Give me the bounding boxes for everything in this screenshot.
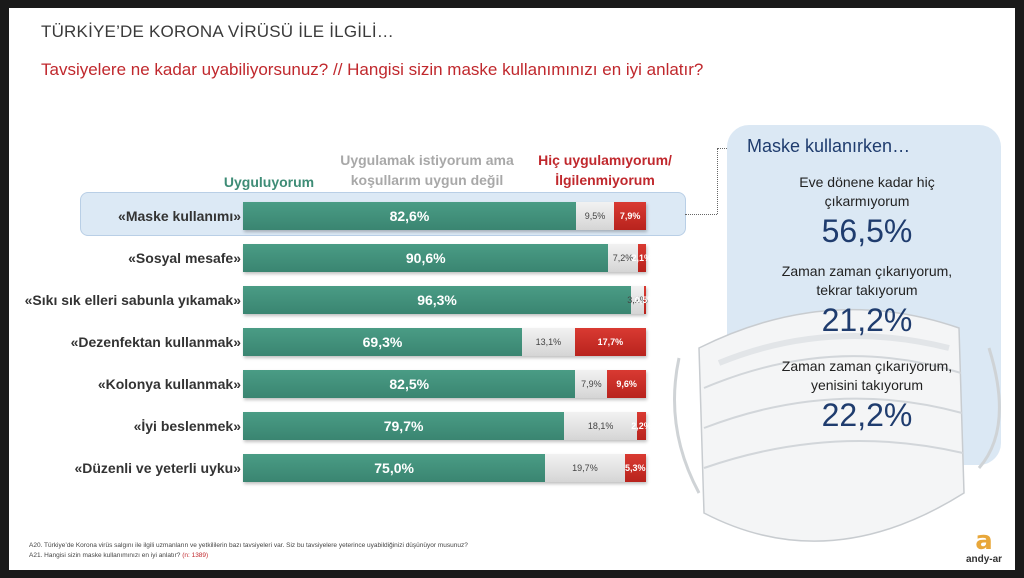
legend-gray: Uygulamak istiyorum ama koşullarım uygun… xyxy=(327,150,527,190)
chart-row: «Sosyal mesafe» 90,6% 7,2% 2,1% xyxy=(9,242,709,274)
panel-item-1-value: 56,5% xyxy=(821,213,913,249)
bar-segment: 79,7% xyxy=(243,412,565,440)
page-title: TÜRKİYE’DE KORONA VİRÜSÜ İLE İLGİLİ… xyxy=(41,22,394,41)
footnote-a20: A20. Türkiye’de Korona virüs salgını ile… xyxy=(29,542,468,549)
data-label: 90,6% xyxy=(405,250,446,266)
data-label: 5,3% xyxy=(625,463,646,473)
data-label: 82,5% xyxy=(389,376,430,392)
data-label: 7,9% xyxy=(581,379,602,389)
stacked-bar: 96,3% 3,2% 0,5% xyxy=(243,286,655,314)
bar-segment: 5,3% xyxy=(624,454,646,482)
panel-item-1-line1: Eve dönene kadar hiç xyxy=(799,174,935,190)
stacked-bar: 82,5% 7,9% 9,6% xyxy=(243,370,646,398)
data-label: 96,3% xyxy=(417,292,457,308)
bar-segment: 13,1% xyxy=(521,328,575,356)
data-label: 9,5% xyxy=(584,211,606,221)
panel-item-1: Eve dönene kadar hiç çıkarmıyorum 56,5% xyxy=(739,173,995,251)
connector-line xyxy=(685,214,717,215)
logo-text: andy-ar xyxy=(965,554,1003,565)
panel-item-3-line1: Zaman zaman çıkarıyorum, xyxy=(781,358,953,374)
panel-item-2-line1: Zaman zaman çıkarıyorum, xyxy=(781,263,953,279)
category-label: «Sosyal mesafe» xyxy=(128,250,241,266)
bar-segment: 19,7% xyxy=(545,454,625,482)
slide: TÜRKİYE’DE KORONA VİRÜSÜ İLE İLGİLİ… Tav… xyxy=(9,8,1015,570)
data-label: 82,6% xyxy=(389,208,430,224)
panel-item-2: Zaman zaman çıkarıyorum, tekrar takıyoru… xyxy=(739,262,995,340)
category-label: «Sıkı sık elleri sabunla yıkamak» xyxy=(24,292,241,308)
category-label: «Düzenli ve yeterli uyku» xyxy=(74,460,241,476)
legend-red-line1: Hiç uygulamıyorum/ xyxy=(538,152,672,168)
bar-segment: 0,5% xyxy=(635,286,655,314)
panel-title: Maske kullanırken… xyxy=(747,136,911,156)
connector-line-vertical xyxy=(717,148,718,214)
page-subtitle: Tavsiyelere ne kadar uyabiliyorsunuz? //… xyxy=(41,60,704,79)
data-label: 0,5% xyxy=(634,295,656,305)
bar-segment: 18,1% xyxy=(564,412,638,440)
data-label: 2,2% xyxy=(631,421,652,431)
bar-segment: 69,3% xyxy=(243,328,522,356)
stacked-bar: 90,6% 7,2% 2,1% xyxy=(243,244,652,272)
bar-segment: 82,6% xyxy=(243,202,576,230)
data-label: 9,6% xyxy=(616,379,637,389)
connector-line-top xyxy=(717,148,733,149)
panel-item-3: Zaman zaman çıkarıyorum, yenisini takıyo… xyxy=(739,357,995,435)
bar-segment: 7,2% xyxy=(608,244,638,272)
legend-gray-line2: koşullarım uygun değil xyxy=(350,172,504,188)
chart-row: «Maske kullanımı» 82,6% 9,5% 7,9% xyxy=(9,200,709,232)
category-label: «Maske kullanımı» xyxy=(118,208,241,224)
data-label: 19,7% xyxy=(572,463,598,473)
stacked-bar: 69,3% 13,1% 17,7% xyxy=(243,328,646,356)
category-label: «Dezenfektan kullanmak» xyxy=(70,334,241,350)
bar-segment: 2,1% xyxy=(631,244,652,272)
chart-row: «Düzenli ve yeterli uyku» 75,0% 19,7% 5,3% xyxy=(9,452,709,484)
panel-item-2-line2: tekrar takıyorum xyxy=(816,282,918,298)
data-label: 7,2% xyxy=(612,253,634,263)
bar-segment: 90,6% xyxy=(243,244,609,272)
footnote-sample-size: (n: 1389) xyxy=(182,552,209,559)
legend-green: Uyguluyorum xyxy=(209,172,329,192)
data-label: 79,7% xyxy=(383,418,424,434)
data-label: 3,2% xyxy=(627,295,648,305)
face-mask-icon xyxy=(673,308,1001,542)
bar-segment: 17,7% xyxy=(574,328,646,356)
chart-row: «Dezenfektan kullanmak» 69,3% 13,1% 17,7% xyxy=(9,326,709,358)
legend-gray-line1: Uygulamak istiyorum ama xyxy=(340,152,514,168)
chart-row: «Sıkı sık elleri sabunla yıkamak» 96,3% 3,… xyxy=(9,284,709,316)
logo-mark: a xyxy=(975,526,993,556)
stacked-bar: 75,0% 19,7% 5,3% xyxy=(243,454,646,482)
category-label: «Kolonya kullanmak» xyxy=(97,376,241,392)
bar-segment: 3,2% xyxy=(627,286,648,314)
data-label: 18,1% xyxy=(587,421,614,431)
bar-segment: 9,6% xyxy=(607,370,646,398)
data-label: 7,9% xyxy=(619,211,641,221)
data-label: 2,1% xyxy=(631,253,652,263)
chart-row: «İyi beslenmek» 79,7% 18,1% 2,2% xyxy=(9,410,709,442)
data-label: 13,1% xyxy=(535,337,562,347)
panel-item-2-value: 21,2% xyxy=(821,302,913,338)
panel-item-1-line2: çıkarmıyorum xyxy=(824,193,910,209)
legend-red-line2: İlgilenmiyorum xyxy=(555,172,655,188)
bar-segment: 96,3% xyxy=(243,286,632,314)
footnote-a21: A21. Hangisi sizin maske kullanımınızı e… xyxy=(29,552,208,559)
stacked-bar: 79,7% 18,1% 2,2% xyxy=(243,412,652,440)
legend-red: Hiç uygulamıyorum/ İlgilenmiyorum xyxy=(525,150,685,190)
bar-segment: 2,2% xyxy=(631,412,652,440)
data-label: 69,3% xyxy=(362,334,403,350)
company-logo: a andy-ar xyxy=(964,528,1004,565)
footnote-a21-text: A21. Hangisi sizin maske kullanımınızı e… xyxy=(29,552,181,559)
bar-segment: 7,9% xyxy=(614,202,646,230)
category-label: «İyi beslenmek» xyxy=(133,418,241,434)
panel-item-3-line2: yenisini takıyorum xyxy=(810,377,924,393)
stacked-bar: 82,6% 9,5% 7,9% xyxy=(243,202,646,230)
data-label: 17,7% xyxy=(597,337,624,347)
bar-segment: 7,9% xyxy=(575,370,608,398)
chart-row: «Kolonya kullanmak» 82,5% 7,9% 9,6% xyxy=(9,368,709,400)
bar-segment: 82,5% xyxy=(243,370,576,398)
legend-green-label: Uyguluyorum xyxy=(223,174,315,190)
bar-segment: 75,0% xyxy=(243,454,546,482)
bar-segment: 9,5% xyxy=(575,202,615,230)
panel-item-3-value: 22,2% xyxy=(821,397,913,433)
data-label: 75,0% xyxy=(374,460,414,476)
